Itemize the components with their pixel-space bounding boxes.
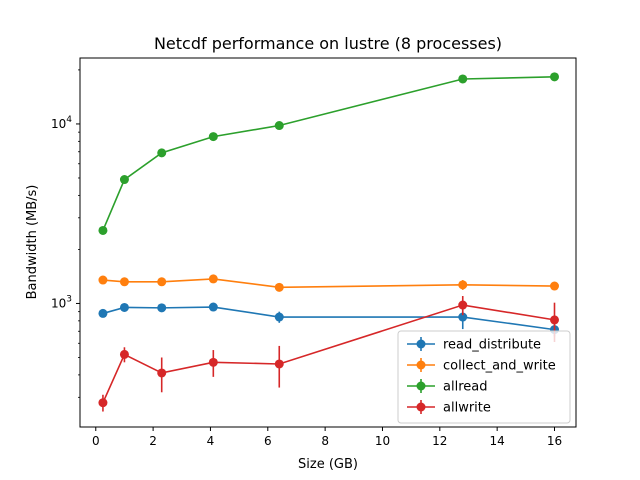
- x-tick-label: 8: [321, 434, 329, 448]
- legend-label: read_distribute: [443, 338, 541, 353]
- y-tick-label: 104: [51, 115, 72, 131]
- data-point: [549, 72, 559, 82]
- data-point: [274, 312, 284, 322]
- data-point: [157, 148, 167, 158]
- x-tick-label: 6: [264, 434, 272, 448]
- data-point: [98, 398, 108, 408]
- data-point: [208, 302, 218, 312]
- legend-marker: [416, 381, 426, 391]
- legend-label: allwrite: [443, 401, 491, 416]
- data-point: [458, 280, 468, 290]
- x-tick-label: 14: [490, 434, 505, 448]
- y-axis: 103 104: [51, 69, 80, 398]
- legend-label: collect_and_write: [443, 359, 556, 374]
- data-point: [274, 359, 284, 369]
- series-collect_and_write: [98, 274, 559, 292]
- legend-marker: [416, 339, 426, 349]
- data-point: [458, 312, 468, 322]
- data-point: [458, 300, 468, 310]
- data-point: [208, 274, 218, 284]
- axes-frame: [79, 57, 577, 428]
- data-point: [119, 175, 129, 185]
- data-point: [157, 303, 167, 313]
- x-tick-label: 16: [547, 434, 562, 448]
- data-point: [549, 281, 559, 291]
- data-point: [274, 282, 284, 292]
- data-point: [208, 132, 218, 142]
- x-tick-label: 4: [207, 434, 215, 448]
- legend-item: allwrite: [407, 400, 491, 416]
- data-point: [119, 302, 129, 312]
- x-axis: 0 2 4 6 8 10 12 14 16: [92, 427, 562, 448]
- data-point: [98, 275, 108, 285]
- data-point: [119, 277, 129, 287]
- y-axis-label: Bandwidth (MB/s): [25, 185, 40, 300]
- data-point: [119, 349, 129, 359]
- data-point: [98, 225, 108, 235]
- x-tick-label: 2: [149, 434, 157, 448]
- legend-marker: [416, 402, 426, 412]
- data-point: [208, 357, 218, 367]
- series-allwrite: [98, 296, 559, 412]
- legend-item: allread: [407, 379, 487, 395]
- series-allread: [98, 72, 559, 235]
- legend-marker: [416, 360, 426, 370]
- data-point: [157, 277, 167, 287]
- y-tick-label: 103: [51, 294, 72, 310]
- chart-title: Netcdf performance on lustre (8 processe…: [154, 34, 502, 53]
- legend-box: [397, 330, 571, 424]
- data-point: [549, 315, 559, 325]
- legend-label: allread: [443, 380, 487, 395]
- data-point: [274, 121, 284, 131]
- legend-item: collect_and_write: [407, 358, 556, 374]
- data-point: [458, 74, 468, 84]
- data-point: [157, 368, 167, 378]
- data-point: [98, 308, 108, 318]
- x-tick-label: 10: [375, 434, 390, 448]
- plot-area: [98, 72, 559, 412]
- x-tick-label: 0: [92, 434, 100, 448]
- x-axis-label: Size (GB): [298, 457, 358, 472]
- x-tick-label: 12: [432, 434, 447, 448]
- legend-item: read_distribute: [407, 337, 541, 353]
